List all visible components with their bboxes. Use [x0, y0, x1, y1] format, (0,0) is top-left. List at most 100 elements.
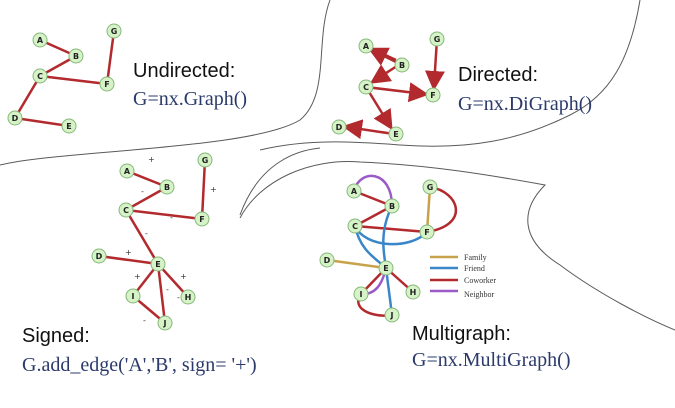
svg-text:H: H — [410, 288, 417, 297]
sign-extra: - — [177, 293, 180, 302]
panel-dividers — [0, 0, 675, 331]
directed-panel: A B C G F D E Directed: G=nx.DiGraph() — [331, 31, 592, 142]
undirected-code: G=nx.Graph() — [133, 88, 247, 110]
legend-label-coworker: Coworker — [464, 276, 496, 285]
multigraph-panel: A B C G F D E I H J Family Friend Cowork… — [319, 174, 570, 371]
sign-c-f: - — [170, 213, 173, 222]
svg-text:G: G — [427, 183, 434, 192]
svg-text:I: I — [132, 292, 135, 301]
node-c: C — [118, 202, 134, 218]
sign-e-h: + — [180, 272, 187, 281]
svg-text:F: F — [104, 80, 109, 89]
svg-text:D: D — [96, 252, 103, 261]
signed-code: G.add_edge('A','B', sign= '+') — [22, 354, 257, 376]
multigraph-title: Multigraph: — [412, 323, 511, 345]
divider-directed — [259, 0, 641, 151]
svg-text:F: F — [430, 91, 435, 100]
svg-text:E: E — [66, 122, 71, 131]
node-j: J — [384, 307, 400, 323]
edge-e-d — [342, 119, 395, 140]
legend-label-friend: Friend — [464, 264, 485, 273]
node-b: B — [394, 57, 410, 73]
sign-d-e: + — [125, 248, 132, 257]
node-e: E — [378, 260, 394, 276]
sign-c-e: - — [145, 229, 148, 238]
svg-text:I: I — [360, 290, 363, 299]
node-f: F — [419, 224, 435, 240]
node-e: E — [388, 126, 404, 142]
svg-text:E: E — [383, 264, 388, 273]
node-c: C — [358, 79, 374, 95]
legend-label-neighbor: Neighbor — [464, 290, 495, 299]
node-i: I — [353, 286, 369, 302]
svg-text:B: B — [73, 52, 79, 61]
divider-undirected — [0, 0, 331, 166]
node-f: F — [425, 87, 441, 103]
edge-b-e-friend — [382, 205, 394, 269]
svg-text:G: G — [202, 156, 209, 165]
node-d: D — [319, 252, 335, 268]
node-j: J — [157, 315, 173, 331]
node-f: F — [99, 76, 115, 92]
sign-i-j: - — [143, 316, 146, 325]
edge-c-f — [365, 82, 429, 103]
edge-d-e — [98, 254, 159, 266]
node-h: H — [405, 284, 421, 300]
svg-text:C: C — [37, 72, 43, 81]
node-c: C — [32, 68, 48, 84]
svg-text:D: D — [324, 256, 331, 265]
node-a: A — [358, 38, 374, 54]
svg-text:C: C — [123, 206, 129, 215]
sign-g-f: + — [210, 185, 217, 194]
multigraph-legend: Family Friend Coworker Neighbor — [430, 253, 496, 299]
edge-c-e — [124, 209, 160, 265]
multigraph-code: G=nx.MultiGraph() — [412, 349, 570, 371]
node-i: I — [125, 288, 141, 304]
edge-g-f — [200, 159, 207, 220]
multigraph-nodes: A B C G F D E I H J — [319, 179, 438, 323]
signed-signs: + - - + - + + + - - - — [125, 155, 217, 325]
node-b: B — [159, 179, 175, 195]
edge-c-f — [39, 74, 108, 86]
legend-label-family: Family — [464, 253, 487, 262]
svg-text:E: E — [393, 130, 398, 139]
signed-panel: + - - + - + + + - - - A B C G F D E I H … — [22, 152, 257, 376]
node-g: G — [422, 179, 438, 195]
svg-text:A: A — [124, 167, 131, 176]
edge-e-j — [156, 263, 167, 324]
svg-text:B: B — [164, 183, 170, 192]
svg-text:B: B — [389, 202, 395, 211]
svg-text:E: E — [155, 260, 160, 269]
edge-g-f-coworker — [426, 185, 458, 234]
divider-multigraph — [239, 161, 675, 331]
directed-code: G=nx.DiGraph() — [458, 93, 592, 115]
svg-text:D: D — [336, 123, 343, 132]
sign-b-c: - — [141, 187, 144, 196]
node-a: A — [346, 183, 362, 199]
sign-a-b: + — [148, 155, 155, 164]
node-e: E — [61, 118, 77, 134]
svg-text:F: F — [424, 228, 429, 237]
svg-text:G: G — [434, 35, 441, 44]
node-d: D — [7, 110, 23, 126]
node-b: B — [384, 198, 400, 214]
undirected-title: Undirected: — [133, 60, 235, 82]
svg-text:A: A — [363, 42, 370, 51]
edge-b-c — [125, 185, 168, 212]
divider-signed — [239, 147, 321, 216]
svg-text:F: F — [199, 215, 204, 224]
undirected-panel: A B C G F D E Undirected: G=nx.Graph() — [7, 23, 247, 134]
svg-text:J: J — [163, 319, 167, 328]
node-e: E — [150, 256, 166, 272]
legend-item-family: Family — [430, 253, 487, 262]
svg-text:H: H — [185, 293, 192, 302]
directed-title: Directed: — [458, 64, 538, 86]
edge-g-f-family — [425, 186, 432, 233]
sign-e-i: + — [134, 272, 141, 281]
sign-e-j: - — [166, 285, 169, 294]
edge-d-e — [14, 116, 70, 128]
svg-text:A: A — [351, 187, 358, 196]
legend-item-friend: Friend — [430, 264, 485, 273]
node-a: A — [119, 163, 135, 179]
